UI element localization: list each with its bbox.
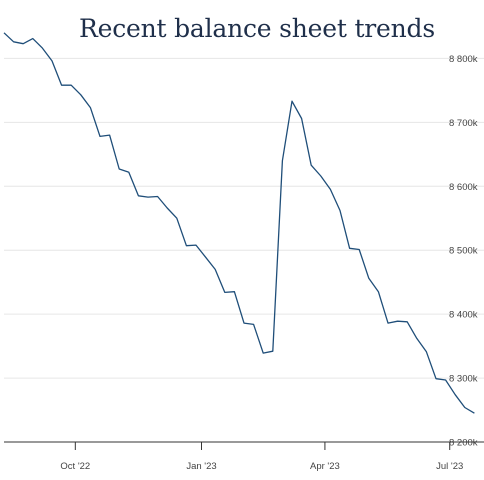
x-tick-label: Apr '23 — [310, 461, 340, 472]
x-tick-label: Jul '23 — [436, 461, 463, 472]
y-tick-label: 8 500k — [449, 246, 478, 257]
series-layer — [3, 32, 475, 414]
x-axis-ticks: Oct '22 Jan '23 Apr '23 Jul '23 — [60, 442, 463, 472]
y-tick-label: 8 300k — [449, 374, 478, 385]
y-tick-label: 8 600k — [449, 182, 478, 193]
y-axis-tick-labels: 8 200k 8 300k 8 400k 8 500k 8 600k 8 700k 8 80… — [449, 54, 478, 449]
y-tick-label: 8 700k — [449, 118, 478, 129]
y-tick-label: 8 200k — [449, 438, 478, 449]
chart-title: Recent balance sheet trends — [78, 14, 435, 43]
x-tick-label: Jan '23 — [186, 461, 216, 472]
gridlines — [4, 57, 484, 379]
series-line — [3, 32, 475, 414]
y-tick-label: 8 400k — [449, 310, 478, 321]
x-tick-label: Oct '22 — [60, 461, 90, 472]
y-tick-label: 8 800k — [449, 54, 478, 65]
